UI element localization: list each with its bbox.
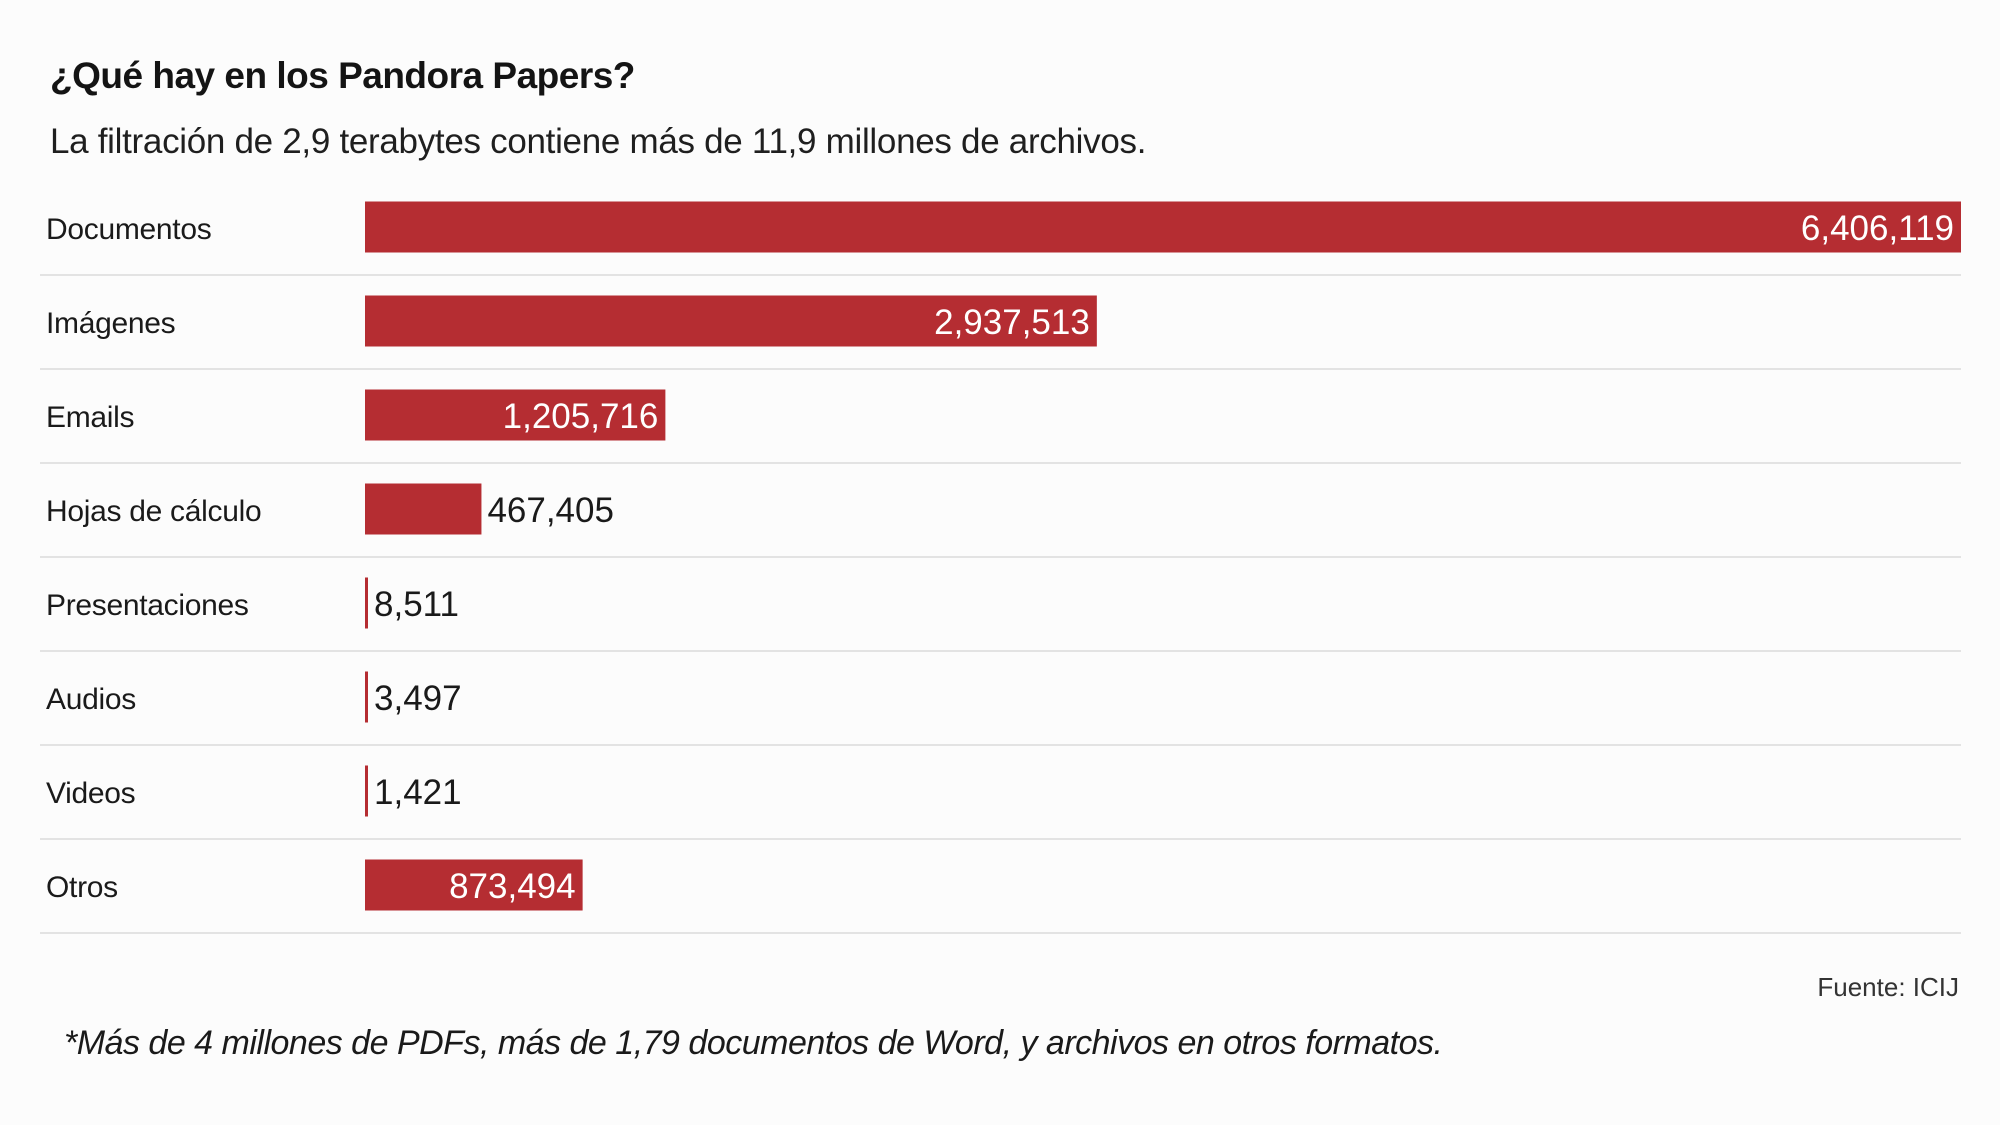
bar-otros [365, 859, 583, 911]
value-label-imagenes: 2,937,513 [934, 303, 1090, 342]
value-label-videos: 1,421 [374, 773, 462, 812]
bar-documentos [365, 201, 1961, 253]
footnote: *Más de 4 millones de PDFs, más de 1,79 … [64, 1024, 1443, 1062]
chart-title: ¿Qué hay en los Pandora Papers? [50, 55, 635, 96]
bar-hojas-de-calculo [365, 483, 482, 535]
bar-emails [365, 389, 666, 441]
category-label-presentaciones: Presentaciones [46, 589, 249, 622]
chart-subtitle: La filtración de 2,9 terabytes contiene … [50, 122, 1147, 161]
category-label-otros: Otros [46, 871, 118, 904]
bar-imagenes [365, 295, 1097, 347]
category-label-documentos: Documentos [46, 213, 211, 246]
bar-chart: Documentos 6,406,119 Imágenes 2,937,513 Emai… [40, 201, 1961, 934]
value-label-emails: 1,205,716 [503, 397, 659, 436]
value-label-otros: 873,494 [449, 867, 576, 906]
value-label-documentos: 6,406,119 [1801, 209, 1954, 248]
source-note: Fuente: ICIJ [1817, 972, 1959, 1002]
category-label-audios: Audios [46, 683, 136, 716]
category-label-imagenes: Imágenes [46, 307, 175, 340]
category-label-hojas-de-calculo: Hojas de cálculo [46, 495, 261, 528]
category-label-emails: Emails [46, 401, 134, 434]
value-label-presentaciones: 8,511 [374, 585, 459, 624]
bar-videos [365, 765, 368, 817]
bar-presentaciones [365, 577, 368, 629]
category-label-videos: Videos [46, 777, 135, 810]
bar-audios [365, 671, 368, 723]
value-label-audios: 3,497 [374, 679, 462, 718]
value-label-hojas-de-calculo: 467,405 [487, 491, 614, 530]
